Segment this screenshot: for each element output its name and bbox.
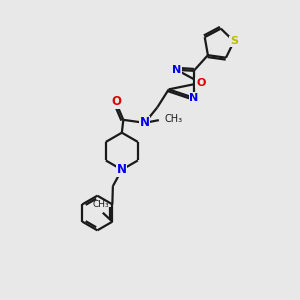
- Text: CH₃: CH₃: [93, 200, 110, 209]
- Text: O: O: [196, 78, 206, 88]
- Text: CH₃: CH₃: [164, 114, 182, 124]
- Text: N: N: [189, 93, 198, 103]
- Text: N: N: [172, 65, 181, 75]
- Text: S: S: [230, 36, 238, 46]
- Text: O: O: [112, 95, 122, 108]
- Text: N: N: [140, 116, 150, 129]
- Text: N: N: [117, 163, 127, 176]
